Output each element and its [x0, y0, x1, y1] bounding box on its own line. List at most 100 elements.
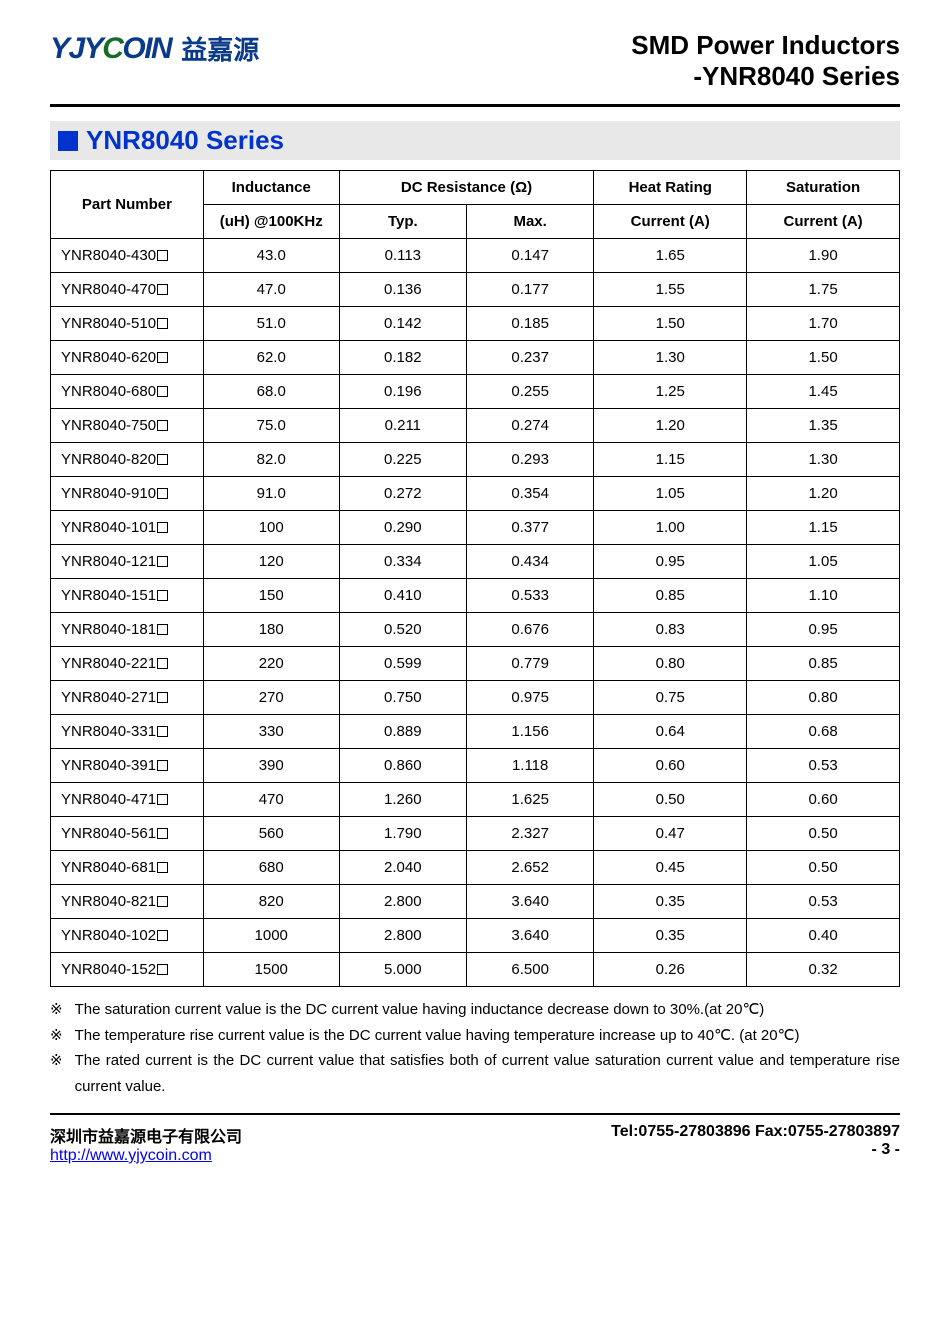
cell-typ: 5.000	[339, 953, 466, 987]
cell-ind: 820	[203, 885, 339, 919]
suffix-checkbox-icon	[157, 896, 168, 907]
table-row: YNR8040-2212200.5990.7790.800.85	[51, 647, 900, 681]
suffix-checkbox-icon	[157, 692, 168, 703]
cell-sat: 1.10	[747, 579, 900, 613]
cell-typ: 0.136	[339, 273, 466, 307]
cell-hr: 0.35	[594, 885, 747, 919]
cell-max: 0.185	[466, 307, 593, 341]
col-dcr-typ: Typ.	[339, 205, 466, 239]
table-row: YNR8040-3913900.8601.1180.600.53	[51, 749, 900, 783]
cell-part-number: YNR8040-910	[51, 477, 204, 511]
series-heading-bar: YNR8040 Series	[50, 121, 900, 160]
cell-typ: 0.520	[339, 613, 466, 647]
cell-max: 0.274	[466, 409, 593, 443]
cell-typ: 0.113	[339, 239, 466, 273]
document-title: SMD Power Inductors -YNR8040 Series	[631, 30, 900, 92]
table-row: YNR8040-1211200.3340.4340.951.05	[51, 545, 900, 579]
suffix-checkbox-icon	[157, 386, 168, 397]
cell-hr: 0.45	[594, 851, 747, 885]
table-row: YNR8040-75075.00.2110.2741.201.35	[51, 409, 900, 443]
cell-max: 1.156	[466, 715, 593, 749]
cell-typ: 1.790	[339, 817, 466, 851]
cell-max: 2.327	[466, 817, 593, 851]
cell-hr: 1.30	[594, 341, 747, 375]
suffix-checkbox-icon	[157, 284, 168, 295]
cell-hr: 1.25	[594, 375, 747, 409]
note-item: ※The rated current is the DC current val…	[50, 1048, 900, 1099]
table-row: YNR8040-1011000.2900.3771.001.15	[51, 511, 900, 545]
cell-typ: 0.182	[339, 341, 466, 375]
cell-ind: 680	[203, 851, 339, 885]
cell-sat: 0.32	[747, 953, 900, 987]
cell-part-number: YNR8040-750	[51, 409, 204, 443]
cell-typ: 0.142	[339, 307, 466, 341]
cell-typ: 0.599	[339, 647, 466, 681]
cell-max: 3.640	[466, 885, 593, 919]
note-item: ※The saturation current value is the DC …	[50, 997, 900, 1023]
cell-ind: 75.0	[203, 409, 339, 443]
cell-ind: 180	[203, 613, 339, 647]
cell-max: 0.779	[466, 647, 593, 681]
cell-part-number: YNR8040-101	[51, 511, 204, 545]
cell-sat: 1.20	[747, 477, 900, 511]
cell-ind: 330	[203, 715, 339, 749]
cell-part-number: YNR8040-331	[51, 715, 204, 749]
cell-hr: 1.00	[594, 511, 747, 545]
table-row: YNR8040-51051.00.1420.1851.501.70	[51, 307, 900, 341]
page-number: - 3 -	[611, 1141, 900, 1159]
cell-hr: 0.95	[594, 545, 747, 579]
table-row: YNR8040-6816802.0402.6520.450.50	[51, 851, 900, 885]
suffix-checkbox-icon	[157, 964, 168, 975]
cell-sat: 0.53	[747, 885, 900, 919]
cell-max: 2.652	[466, 851, 593, 885]
cell-sat: 0.95	[747, 613, 900, 647]
cell-part-number: YNR8040-820	[51, 443, 204, 477]
cell-hr: 0.83	[594, 613, 747, 647]
cell-hr: 0.35	[594, 919, 747, 953]
cell-hr: 0.85	[594, 579, 747, 613]
table-row: YNR8040-43043.00.1130.1471.651.90	[51, 239, 900, 273]
cell-typ: 2.800	[339, 919, 466, 953]
cell-ind: 120	[203, 545, 339, 579]
note-item: ※The temperature rise current value is t…	[50, 1023, 900, 1049]
cell-ind: 43.0	[203, 239, 339, 273]
page-footer: 深圳市益嘉源电子有限公司 http://www.yjycoin.com Tel:…	[50, 1123, 900, 1165]
suffix-checkbox-icon	[157, 726, 168, 737]
cell-ind: 560	[203, 817, 339, 851]
page-header: YJYCOIN 益嘉源 SMD Power Inductors -YNR8040…	[50, 30, 900, 107]
cell-max: 0.237	[466, 341, 593, 375]
cell-part-number: YNR8040-510	[51, 307, 204, 341]
cell-sat: 1.50	[747, 341, 900, 375]
table-body: YNR8040-43043.00.1130.1471.651.90YNR8040…	[51, 239, 900, 987]
cell-hr: 0.47	[594, 817, 747, 851]
cell-max: 0.975	[466, 681, 593, 715]
cell-ind: 100	[203, 511, 339, 545]
cell-ind: 68.0	[203, 375, 339, 409]
table-row: YNR8040-15215005.0006.5000.260.32	[51, 953, 900, 987]
note-text: The temperature rise current value is th…	[75, 1023, 900, 1049]
cell-max: 0.177	[466, 273, 593, 307]
title-line-1: SMD Power Inductors	[631, 30, 900, 61]
cell-max: 0.434	[466, 545, 593, 579]
table-row: YNR8040-82082.00.2250.2931.151.30	[51, 443, 900, 477]
cell-part-number: YNR8040-561	[51, 817, 204, 851]
cell-part-number: YNR8040-152	[51, 953, 204, 987]
cell-ind: 150	[203, 579, 339, 613]
suffix-checkbox-icon	[157, 794, 168, 805]
cell-part-number: YNR8040-681	[51, 851, 204, 885]
company-url-link[interactable]: http://www.yjycoin.com	[50, 1147, 212, 1164]
company-name: 深圳市益嘉源电子有限公司	[50, 1123, 242, 1147]
cell-sat: 1.35	[747, 409, 900, 443]
cell-ind: 62.0	[203, 341, 339, 375]
cell-max: 0.147	[466, 239, 593, 273]
cell-part-number: YNR8040-470	[51, 273, 204, 307]
cell-sat: 1.70	[747, 307, 900, 341]
specifications-table: Part Number Inductance DC Resistance (Ω)…	[50, 170, 900, 987]
suffix-checkbox-icon	[157, 352, 168, 363]
suffix-checkbox-icon	[157, 930, 168, 941]
col-part-number: Part Number	[51, 171, 204, 239]
cell-sat: 0.60	[747, 783, 900, 817]
table-row: YNR8040-47047.00.1360.1771.551.75	[51, 273, 900, 307]
col-dcr-max: Max.	[466, 205, 593, 239]
cell-hr: 1.65	[594, 239, 747, 273]
